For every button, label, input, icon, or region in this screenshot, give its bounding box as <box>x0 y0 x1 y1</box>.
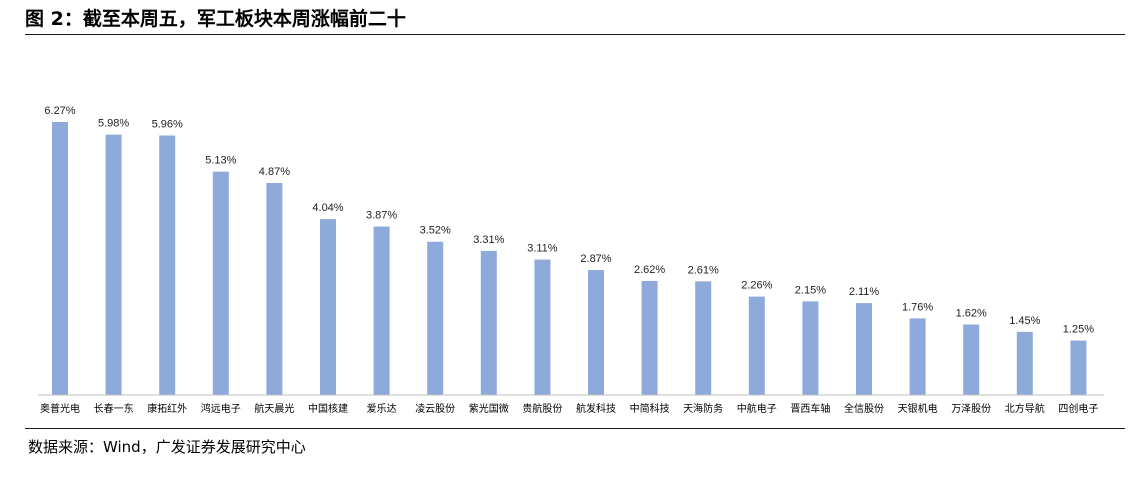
value-label-9: 3.31% <box>473 234 504 246</box>
category-label-15: 晋西车轴 <box>790 402 830 415</box>
bar-14 <box>748 296 765 395</box>
category-label-12: 中简科技 <box>630 402 670 415</box>
bar-3 <box>159 135 176 395</box>
category-label-1: 奥普光电 <box>40 402 80 415</box>
value-label-5: 4.87% <box>259 166 290 178</box>
value-label-6: 4.04% <box>312 202 343 214</box>
category-label-19: 北方导航 <box>1005 402 1045 415</box>
bar-9 <box>480 250 497 395</box>
bar-2 <box>105 134 122 395</box>
category-label-17: 天银机电 <box>898 402 938 415</box>
bar-6 <box>320 219 336 395</box>
category-label-8: 凌云股份 <box>415 402 455 415</box>
value-label-1: 6.27% <box>44 105 75 117</box>
category-label-13: 天海防务 <box>683 402 723 415</box>
bar-12 <box>641 280 658 395</box>
category-label-10: 贵航股份 <box>522 402 562 415</box>
bar-5 <box>266 182 283 395</box>
title-rule <box>25 34 1125 35</box>
category-label-20: 四创电子 <box>1058 402 1098 415</box>
value-label-2: 5.98% <box>98 118 129 130</box>
bar-13 <box>695 281 712 395</box>
value-label-3: 5.96% <box>152 118 183 130</box>
category-label-9: 紫光国微 <box>469 402 509 415</box>
bar-15 <box>802 301 819 395</box>
category-label-4: 鸿远电子 <box>201 402 241 415</box>
chart-title: 图 2：截至本周五，军工板块本周涨幅前二十 <box>25 8 406 30</box>
value-label-15: 2.15% <box>795 284 826 296</box>
value-label-14: 2.26% <box>741 280 772 292</box>
bar-17 <box>909 318 926 395</box>
value-label-11: 2.87% <box>580 253 611 265</box>
category-label-7: 爱乐达 <box>367 402 397 415</box>
category-label-18: 万泽股份 <box>951 403 991 415</box>
category-labels-group: 奥普光电 长春一东 康拓红外 鸿远电子 航天晨光 中国核建 爱乐达 凌云股份 紫光国微 贵航股份 航… <box>40 402 1098 415</box>
value-label-4: 5.13% <box>205 155 236 167</box>
bar-11 <box>588 270 604 395</box>
bar-1 <box>52 122 68 395</box>
value-label-20: 1.25% <box>1063 324 1094 336</box>
bar-7 <box>373 226 390 395</box>
category-label-11: 航发科技 <box>576 402 616 415</box>
value-label-13: 2.61% <box>688 264 719 276</box>
source-note: 数据来源：Wind，广发证券发展研究中心 <box>28 438 306 456</box>
value-label-16: 2.11% <box>849 286 880 298</box>
category-label-14: 中航电子 <box>737 402 777 415</box>
category-label-5: 航天晨光 <box>254 402 294 415</box>
value-label-12: 2.62% <box>634 264 665 276</box>
source-rule <box>25 428 1125 429</box>
bar-19 <box>1016 331 1033 395</box>
value-label-7: 3.87% <box>366 209 397 221</box>
value-label-18: 1.62% <box>956 307 987 319</box>
bar-chart: 6.27% 5.98% 5.96% 5.13% 4.87% 4.04% 3.87% 3.52%… <box>38 105 1104 415</box>
category-label-2: 长春一东 <box>94 402 134 415</box>
value-labels-group: 6.27% 5.98% 5.96% 5.13% 4.87% 4.04% 3.87% 3.52%… <box>44 105 1094 336</box>
value-label-8: 3.52% <box>420 225 451 237</box>
bar-18 <box>963 324 980 395</box>
value-label-10: 3.11% <box>527 243 558 255</box>
bar-20 <box>1070 340 1087 395</box>
bars-group <box>52 122 1087 395</box>
value-label-19: 1.45% <box>1009 315 1040 327</box>
category-label-3: 康拓红外 <box>147 402 187 415</box>
category-label-16: 全信股份 <box>844 402 884 415</box>
category-label-6: 中国核建 <box>308 402 348 415</box>
value-label-17: 1.76% <box>902 301 933 313</box>
bar-8 <box>427 241 444 395</box>
bar-4 <box>212 171 229 395</box>
bar-16 <box>856 303 872 395</box>
bar-10 <box>534 259 551 395</box>
